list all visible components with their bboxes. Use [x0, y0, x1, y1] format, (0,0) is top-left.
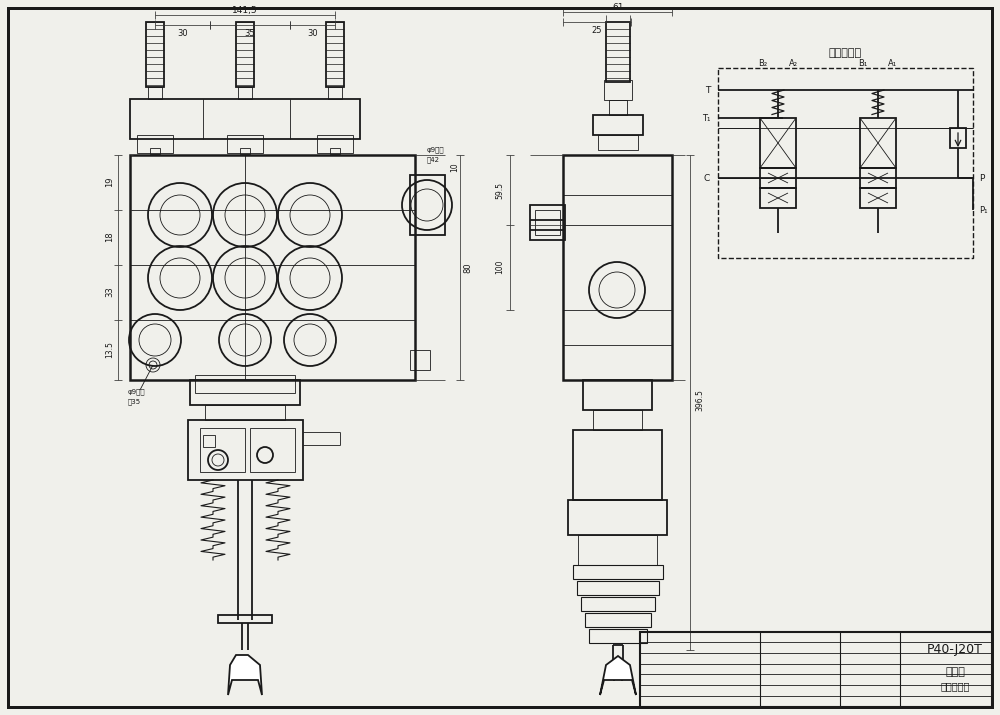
Text: 35: 35 [245, 29, 255, 37]
Bar [606, 22, 630, 82]
Bar [195, 375, 295, 393]
Bar [860, 168, 896, 188]
Bar [240, 148, 250, 154]
Bar [148, 87, 162, 99]
Text: φ9螺孔: φ9螺孔 [128, 389, 146, 395]
Bar [609, 100, 627, 115]
Bar [573, 430, 662, 500]
Text: 高35: 高35 [128, 399, 141, 405]
Bar [326, 22, 344, 87]
Bar [718, 68, 973, 258]
Bar [250, 428, 295, 472]
Bar [585, 613, 651, 627]
Text: 61: 61 [612, 2, 624, 11]
Text: P₁: P₁ [979, 205, 988, 214]
Text: C: C [704, 174, 710, 182]
Bar [330, 148, 340, 154]
Text: 18: 18 [106, 232, 115, 242]
Text: A₂: A₂ [788, 59, 798, 67]
Text: T₁: T₁ [702, 114, 710, 122]
Text: B₁: B₁ [858, 59, 868, 67]
Text: A₁: A₁ [888, 59, 898, 67]
Text: B₂: B₂ [758, 59, 768, 67]
Bar [238, 87, 252, 99]
Text: P: P [979, 174, 984, 182]
Text: 33: 33 [106, 287, 115, 297]
Polygon shape [228, 655, 262, 695]
Bar [598, 135, 638, 150]
Bar [410, 350, 430, 370]
Bar [640, 632, 992, 707]
Bar [203, 435, 215, 447]
Bar [860, 118, 896, 168]
Polygon shape [600, 656, 636, 695]
Bar [200, 428, 245, 472]
Bar [583, 380, 652, 410]
Bar [760, 168, 796, 188]
Bar [581, 597, 655, 611]
Text: φ9螺孔: φ9螺孔 [427, 147, 445, 153]
Bar [137, 135, 173, 153]
Bar [218, 615, 272, 623]
Text: 59.5: 59.5 [496, 182, 505, 199]
Text: 19: 19 [106, 177, 115, 187]
Bar [146, 22, 164, 87]
Bar [130, 99, 360, 139]
Text: 80: 80 [464, 262, 473, 273]
Bar [563, 155, 672, 380]
Bar [760, 118, 796, 168]
Text: 25: 25 [592, 26, 602, 34]
Bar [860, 188, 896, 208]
Bar [227, 135, 263, 153]
Bar [190, 380, 300, 405]
Bar [577, 581, 659, 595]
Bar [130, 155, 415, 380]
Text: P40-J20T: P40-J20T [927, 644, 983, 656]
Bar [328, 87, 342, 99]
Text: 30: 30 [177, 29, 188, 37]
Text: 100: 100 [496, 260, 505, 275]
Text: 396.5: 396.5 [696, 389, 704, 411]
Bar [535, 210, 560, 235]
Bar [604, 80, 632, 100]
Bar [573, 565, 663, 579]
Bar [950, 128, 966, 148]
Text: 10: 10 [451, 162, 460, 172]
Bar [205, 405, 285, 420]
Text: 外形尺寸图: 外形尺寸图 [940, 681, 970, 691]
Bar [589, 629, 647, 643]
Text: 多路阀: 多路阀 [945, 667, 965, 677]
Bar [317, 135, 353, 153]
Bar [530, 205, 565, 240]
Text: 液压原理图: 液压原理图 [829, 48, 862, 58]
Text: 30: 30 [307, 29, 318, 37]
Text: T: T [705, 86, 710, 94]
Text: 13.5: 13.5 [106, 342, 115, 358]
Bar [578, 535, 657, 565]
Bar [236, 22, 254, 87]
Text: 高42: 高42 [427, 157, 440, 163]
Text: 141,5: 141,5 [232, 6, 258, 14]
Bar [188, 420, 303, 480]
Bar [593, 410, 642, 430]
Bar [568, 500, 667, 535]
Bar [760, 188, 796, 208]
Bar [150, 148, 160, 154]
Bar [410, 175, 445, 235]
Bar [593, 115, 643, 135]
